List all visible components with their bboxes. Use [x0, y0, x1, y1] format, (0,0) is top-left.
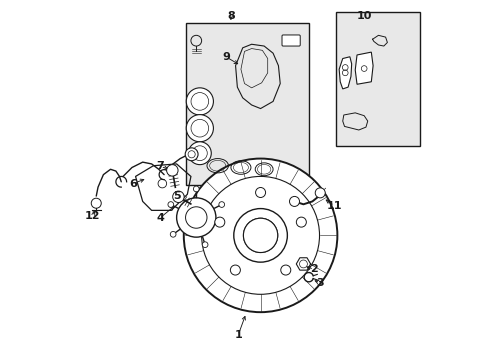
Circle shape [170, 231, 176, 237]
Circle shape [176, 198, 216, 237]
Text: 10: 10 [356, 11, 371, 21]
Text: 7: 7 [156, 161, 164, 171]
Circle shape [167, 202, 173, 207]
Text: 12: 12 [85, 211, 100, 221]
Text: 1: 1 [234, 330, 242, 341]
Circle shape [193, 186, 199, 192]
Circle shape [230, 265, 240, 275]
Circle shape [201, 176, 319, 294]
Circle shape [185, 207, 206, 228]
Circle shape [166, 165, 178, 176]
Circle shape [202, 242, 207, 248]
Text: 6: 6 [129, 179, 137, 189]
Text: 8: 8 [226, 11, 234, 21]
Circle shape [214, 217, 224, 227]
Bar [185, 23, 308, 185]
Circle shape [191, 93, 208, 110]
Circle shape [233, 208, 287, 262]
Text: 3: 3 [316, 278, 324, 288]
Circle shape [188, 142, 211, 165]
Circle shape [191, 120, 208, 137]
Text: 9: 9 [222, 52, 229, 62]
Circle shape [192, 146, 207, 161]
Polygon shape [339, 57, 351, 89]
Text: 5: 5 [172, 191, 180, 201]
Polygon shape [354, 52, 372, 84]
Circle shape [315, 188, 325, 198]
Circle shape [296, 217, 305, 227]
Circle shape [219, 202, 224, 207]
Circle shape [280, 265, 290, 275]
Circle shape [186, 114, 213, 142]
Circle shape [243, 218, 277, 252]
Circle shape [91, 198, 101, 208]
Text: 11: 11 [326, 201, 342, 211]
Circle shape [289, 197, 299, 206]
FancyBboxPatch shape [282, 35, 300, 46]
Text: 2: 2 [310, 264, 317, 274]
Bar [335, 12, 419, 146]
Circle shape [186, 88, 213, 115]
Circle shape [172, 191, 184, 203]
Circle shape [185, 148, 198, 161]
Text: 4: 4 [156, 212, 164, 222]
Circle shape [243, 218, 277, 252]
Circle shape [255, 188, 265, 198]
Circle shape [183, 158, 337, 312]
